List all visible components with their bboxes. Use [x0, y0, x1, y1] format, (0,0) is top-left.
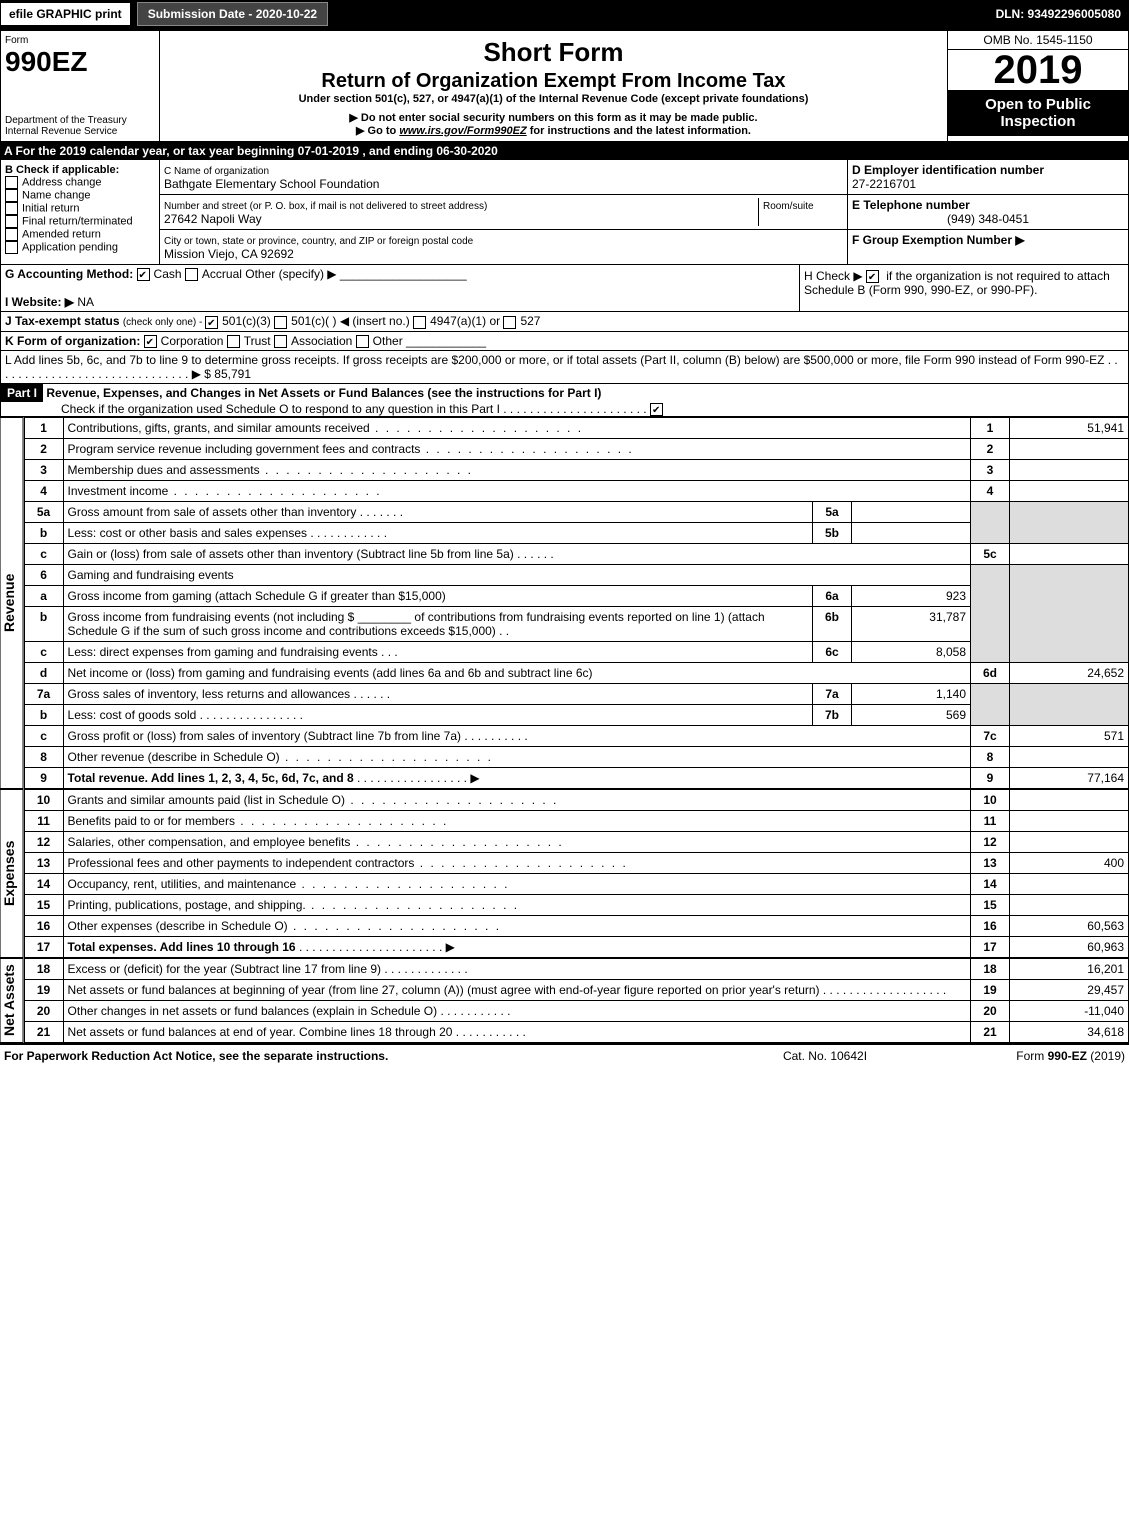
open-inspection: Open to Public Inspection: [948, 90, 1128, 136]
year-box: OMB No. 1545-1150 2019 Open to Public In…: [948, 31, 1128, 141]
form-number: 990EZ: [5, 46, 155, 78]
assoc-checkbox[interactable]: [274, 335, 287, 348]
addr-change-checkbox[interactable]: [5, 176, 18, 189]
irs-label: Internal Revenue Service: [5, 126, 155, 137]
sched-b-checkbox[interactable]: [866, 270, 879, 283]
tax-year: 2019: [948, 50, 1128, 90]
expenses-side-label: Expenses: [0, 789, 24, 958]
accrual-checkbox[interactable]: [185, 268, 198, 281]
sched-o-checkbox[interactable]: [650, 403, 663, 416]
phone: (949) 348-0451: [852, 212, 1124, 226]
527-checkbox[interactable]: [503, 316, 516, 329]
part1-header: Part I Revenue, Expenses, and Changes in…: [0, 384, 1129, 417]
topbar: efile GRAPHIC print Submission Date - 20…: [0, 0, 1129, 30]
org-name: Bathgate Elementary School Foundation: [164, 177, 379, 191]
subtitle: Under section 501(c), 527, or 4947(a)(1)…: [164, 93, 943, 105]
netassets-side-label: Net Assets: [0, 958, 24, 1043]
link-row: ▶ Go to www.irs.gov/Form990EZ for instru…: [164, 124, 943, 137]
section-h: H Check ▶ if the organization is not req…: [800, 265, 1128, 311]
section-c: C Name of organizationBathgate Elementar…: [160, 160, 847, 264]
initial-return-checkbox[interactable]: [5, 202, 18, 215]
final-return-checkbox[interactable]: [5, 215, 18, 228]
501c3-checkbox[interactable]: [205, 316, 218, 329]
application-pending-checkbox[interactable]: [5, 241, 18, 254]
form-id-box: Form 990EZ Department of the Treasury In…: [1, 31, 160, 141]
period-bar: A For the 2019 calendar year, or tax yea…: [0, 142, 1129, 160]
warn-ssn: ▶ Do not enter social security numbers o…: [164, 111, 943, 124]
dept-label: Department of the Treasury: [5, 115, 155, 126]
expenses-block: Expenses 10Grants and similar amounts pa…: [0, 789, 1129, 958]
short-form-title: Short Form: [164, 37, 943, 68]
other-checkbox[interactable]: [356, 335, 369, 348]
website: NA: [77, 295, 94, 309]
expenses-table: 10Grants and similar amounts paid (list …: [24, 789, 1129, 958]
entity-row: B Check if applicable: Address change Na…: [0, 160, 1129, 265]
l-row: L Add lines 5b, 6c, and 7b to line 9 to …: [0, 351, 1129, 384]
dln-label: DLN: 93492296005080: [988, 3, 1129, 25]
form-footer: Form 990-EZ (2019): [925, 1049, 1125, 1063]
street: 27642 Napoli Way: [164, 212, 262, 226]
netassets-block: Net Assets 18Excess or (deficit) for the…: [0, 958, 1129, 1043]
efile-label[interactable]: efile GRAPHIC print: [0, 2, 131, 26]
501c-checkbox[interactable]: [274, 316, 287, 329]
k-row: K Form of organization: Corporation Trus…: [0, 332, 1129, 351]
trust-checkbox[interactable]: [227, 335, 240, 348]
section-b: B Check if applicable: Address change Na…: [1, 160, 160, 264]
title-box: Short Form Return of Organization Exempt…: [160, 31, 948, 141]
right-info: D Employer identification number27-22167…: [847, 160, 1128, 264]
submission-date-button[interactable]: Submission Date - 2020-10-22: [137, 2, 328, 26]
return-title: Return of Organization Exempt From Incom…: [164, 70, 943, 93]
g-h-row: G Accounting Method: Cash Accrual Other …: [0, 265, 1129, 312]
revenue-block: Revenue 1Contributions, gifts, grants, a…: [0, 417, 1129, 789]
revenue-side-label: Revenue: [0, 417, 24, 789]
corp-checkbox[interactable]: [144, 335, 157, 348]
form-header: Form 990EZ Department of the Treasury In…: [0, 30, 1129, 142]
gross-receipts: 85,791: [214, 367, 251, 381]
cat-no: Cat. No. 10642I: [725, 1049, 925, 1063]
revenue-table: 1Contributions, gifts, grants, and simil…: [24, 417, 1129, 789]
paperwork-notice: For Paperwork Reduction Act Notice, see …: [4, 1049, 725, 1063]
j-row: J Tax-exempt status (check only one) - 5…: [0, 312, 1129, 331]
city: Mission Viejo, CA 92692: [164, 247, 294, 261]
4947-checkbox[interactable]: [413, 316, 426, 329]
footer: For Paperwork Reduction Act Notice, see …: [0, 1043, 1129, 1067]
amended-return-checkbox[interactable]: [5, 228, 18, 241]
ein: 27-2216701: [852, 177, 916, 191]
cash-checkbox[interactable]: [137, 268, 150, 281]
form-word: Form: [5, 35, 155, 46]
name-change-checkbox[interactable]: [5, 189, 18, 202]
irs-link[interactable]: www.irs.gov/Form990EZ: [399, 125, 526, 137]
netassets-table: 18Excess or (deficit) for the year (Subt…: [24, 958, 1129, 1043]
